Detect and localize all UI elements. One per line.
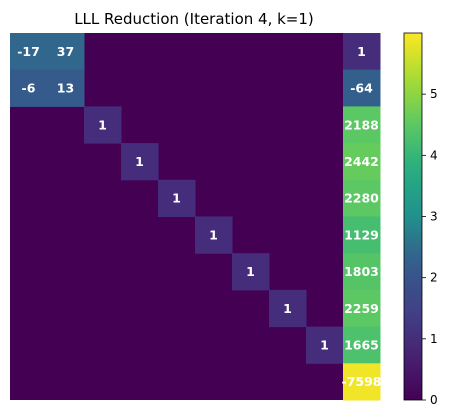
colorbar-tick-label: 3 [430, 210, 438, 224]
heatmap-cell [343, 69, 381, 107]
cell-value-label: 1665 [344, 337, 379, 352]
cell-value-label: 1 [283, 301, 292, 316]
heatmap-cell [343, 33, 381, 71]
heatmap-cell [195, 216, 233, 254]
heatmap-cell [121, 143, 159, 181]
heatmap-cell [343, 216, 381, 254]
cell-value-label: -7598 [342, 374, 382, 389]
chart-title: LLL Reduction (Iteration 4, k=1) [74, 10, 314, 28]
heatmap-cell [47, 33, 85, 71]
cell-value-label: 1 [209, 227, 218, 242]
heatmap-cell [269, 289, 307, 328]
cell-value-label: 13 [57, 81, 74, 96]
cell-value-label: 2259 [344, 301, 379, 316]
heatmap-cell [343, 179, 381, 217]
cell-value-label: 1 [320, 337, 329, 352]
cell-value-label: 1 [98, 117, 107, 132]
colorbar-tick-label: 2 [430, 271, 438, 285]
colorbar-tick-label: 1 [430, 332, 438, 346]
colorbar-gradient [403, 32, 423, 401]
cell-value-label: 2442 [344, 154, 379, 169]
cell-value-label: 1 [357, 44, 366, 59]
cell-value-label: 1 [246, 264, 255, 279]
heatmap-cell [343, 363, 381, 401]
heatmap-cell [306, 326, 344, 364]
cell-value-label: 1 [135, 154, 144, 169]
heatmap-grid: -17 37 1 -6 13 -64 1 2188 1 2442 1 2280 1 1129 1 1803 1 2… [10, 33, 381, 401]
heatmap-cell [343, 253, 381, 291]
heatmap-cell [84, 106, 122, 144]
heatmap-cell [158, 179, 196, 217]
cell-value-label: 2188 [344, 117, 379, 132]
heatmap-cell [343, 106, 381, 144]
cell-value-label: 37 [57, 44, 74, 59]
cell-value-label: 1129 [344, 227, 379, 242]
cell-value-label: -17 [17, 44, 40, 59]
heatmap-cell [343, 143, 381, 181]
colorbar-tick-label: 4 [430, 148, 438, 162]
heatmap-cell [10, 33, 48, 71]
heatmap-cell [232, 253, 270, 291]
cell-value-label: -64 [350, 81, 373, 96]
cell-value-label: 1 [172, 191, 181, 206]
cell-value-label: 1803 [344, 264, 379, 279]
heatmap-cell [47, 69, 85, 107]
colorbar: 0 1 2 3 4 5 [403, 32, 438, 407]
colorbar-tick-label: 0 [430, 393, 438, 407]
heatmap-cell [10, 69, 48, 107]
colorbar-tick-label: 5 [430, 87, 438, 101]
cell-value-label: -6 [22, 81, 36, 96]
cell-value-label: 2280 [344, 191, 379, 206]
heatmap-cell [343, 326, 381, 364]
heatmap-cell [343, 289, 381, 328]
